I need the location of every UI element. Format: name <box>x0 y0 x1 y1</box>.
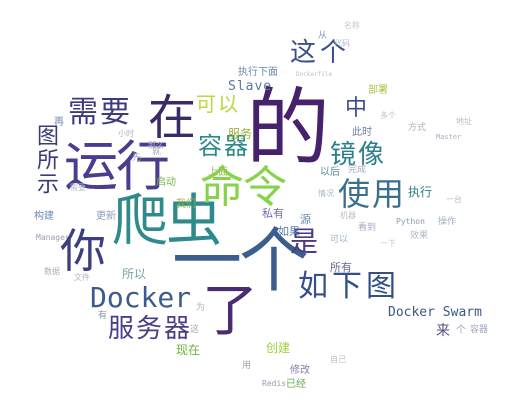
word-qingkuang: 情况 <box>318 189 334 198</box>
word-xianzai: 现在 <box>176 343 201 357</box>
word-le: 了 <box>202 279 258 344</box>
word-ziji: 自己 <box>330 355 346 364</box>
word-wancheng: 完成 <box>348 165 367 175</box>
word-docker-swarm: Docker Swarm <box>388 305 482 320</box>
word-caozuo: 操作 <box>438 217 457 227</box>
word-xuyao: 需要 <box>68 95 132 130</box>
word-xiaoshi: 小时 <box>118 129 134 138</box>
word-pachong: 爬虫 <box>112 189 222 254</box>
word-name: 那么 <box>148 141 164 150</box>
word-cong: 从 <box>318 31 328 41</box>
word-ni: 你 <box>60 224 106 278</box>
word-zai: 在 <box>148 90 197 146</box>
word-ruguo: 如果 <box>278 225 300 238</box>
word-ruxiatu: 如下图 <box>298 269 400 304</box>
word-fangshi: 方式 <box>408 123 427 133</box>
word-kandao: 看到 <box>358 223 377 233</box>
word-goujian: 构建 <box>34 211 54 222</box>
word-yong: 用 <box>242 361 252 371</box>
word-duoge: 多个 <box>380 111 396 120</box>
word-yihou: 以后 <box>320 167 340 178</box>
word-suoyou: 所有 <box>330 261 352 274</box>
word-dizhi: 地址 <box>456 117 472 126</box>
word-xiugai: 修改 <box>290 365 310 376</box>
word-cishi: 此时 <box>352 127 372 138</box>
word-bushu: 部署 <box>368 85 388 96</box>
word-xian: 先 <box>132 153 142 163</box>
word-wei: 为 <box>196 303 206 313</box>
word-yunxing: 运行 <box>64 135 170 198</box>
word-fuwu: 服务 <box>228 127 253 141</box>
word-redis: Redis <box>262 379 287 388</box>
word-yixia: 一下 <box>380 239 396 248</box>
word-yitai: 一台 <box>446 195 462 204</box>
word-women: 我们 <box>176 199 196 210</box>
word-python: Python <box>396 217 425 226</box>
word-shuju: 数据 <box>44 267 60 276</box>
word-keyi: 可以 <box>196 92 240 116</box>
word-zhixingxiamian: 执行下面 <box>238 67 278 78</box>
word-xuyao2: 需要 <box>70 183 86 192</box>
word-yijing: 已经 <box>286 379 306 390</box>
word-chuangjian: 创建 <box>266 341 291 355</box>
word-daima: 代码 <box>334 39 350 48</box>
word-shangmian: 上面 <box>208 167 228 178</box>
word-tusuoshi: 图所示 <box>33 124 58 196</box>
word-lai: 来 <box>436 323 450 339</box>
word-mingling: 命令 <box>200 162 287 213</box>
word-zhixing: 执行 <box>408 185 433 199</box>
word-slave: Slave <box>228 79 273 94</box>
word-yige: 一个 <box>172 220 309 302</box>
word-docker: Docker <box>90 281 192 314</box>
word-keyi2: 可以 <box>330 235 349 245</box>
word-zhong: 中 <box>345 96 368 121</box>
word-shi: 是 <box>290 225 319 258</box>
word-gengxin: 更新 <box>96 211 116 222</box>
word-master: Master <box>436 133 462 141</box>
word-wenjian: 文件 <box>74 273 90 282</box>
word-shiyong: 使用 <box>338 175 407 213</box>
word-zhege: 这个 <box>290 38 351 68</box>
word-ge: 个 <box>456 325 466 336</box>
word-manager: Manager <box>36 233 70 242</box>
word-mingcheng: 名称 <box>344 21 360 30</box>
word-dockerfile: Dockerfile <box>296 71 333 78</box>
word-zai2: 再 <box>54 117 64 128</box>
word-fuwuqi: 服务器 <box>108 314 193 344</box>
word-qidong: 启动 <box>156 177 176 188</box>
word-rongqi: 容器 <box>198 132 250 160</box>
word-yuan: 源 <box>300 213 311 226</box>
word-siyou: 私有 <box>262 207 284 220</box>
word-zhe: 这 <box>190 325 200 335</box>
word-you: 有 <box>98 311 108 321</box>
word-jingxiang: 镜像 <box>330 140 387 170</box>
word-jiqi: 机器 <box>340 211 356 220</box>
word-rongqi2: 容器 <box>470 325 489 335</box>
word-de: 的 <box>246 79 331 177</box>
word-suoyi: 所以 <box>122 267 147 281</box>
word-xiaoguo: 效果 <box>410 231 429 241</box>
word-jiu: 就 <box>152 147 162 157</box>
